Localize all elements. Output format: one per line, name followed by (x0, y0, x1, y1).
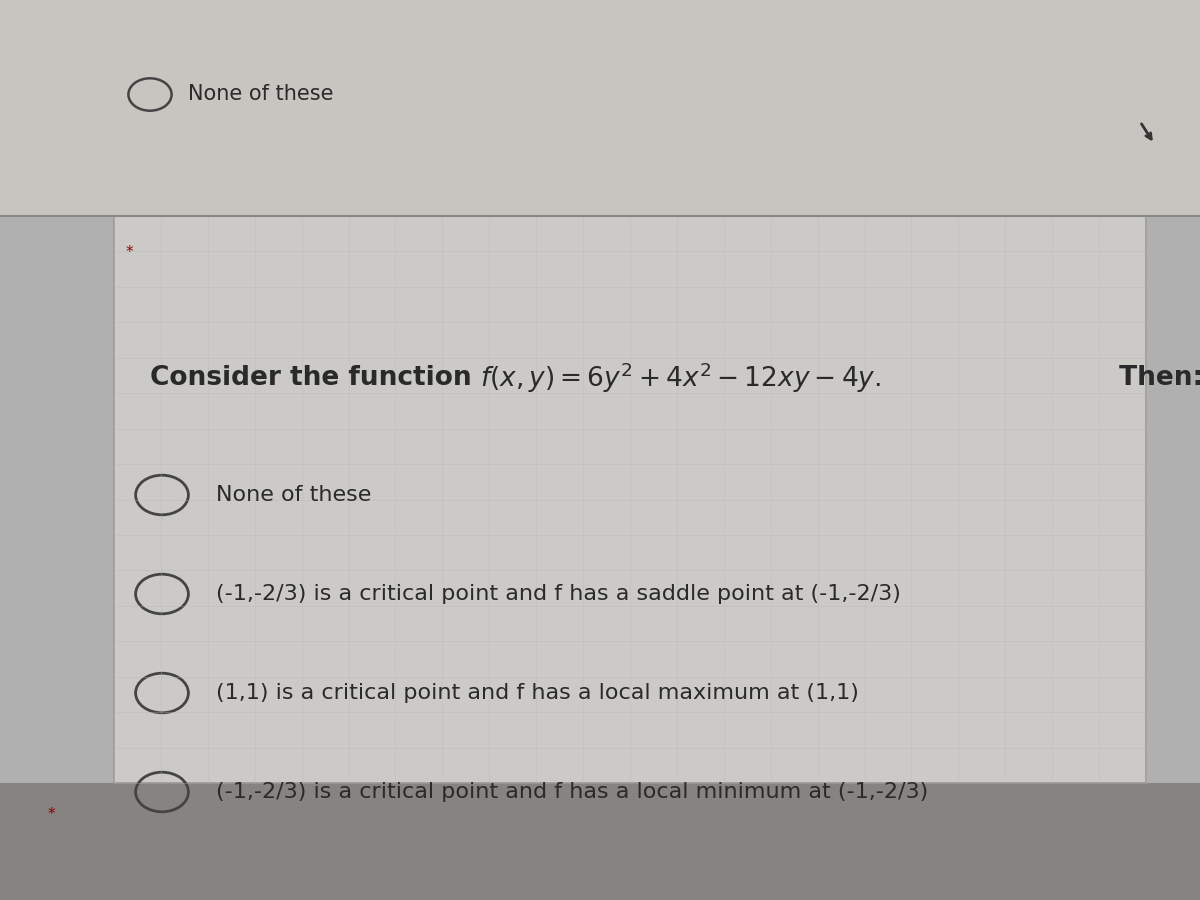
Text: None of these: None of these (216, 485, 371, 505)
Text: $f(x, y) = 6y^2 + 4x^2 - 12xy - 4y.$: $f(x, y) = 6y^2 + 4x^2 - 12xy - 4y.$ (480, 361, 881, 395)
Text: None of these: None of these (188, 85, 334, 104)
Text: Consider the function: Consider the function (150, 365, 481, 391)
Text: *: * (126, 245, 133, 259)
Text: (1,1) is a critical point and f has a local maximum at (1,1): (1,1) is a critical point and f has a lo… (216, 683, 859, 703)
Bar (0, 783, 1200, 900)
Text: (-1,-2/3) is a critical point and f has a local minimum at (-1,-2/3): (-1,-2/3) is a critical point and f has … (216, 782, 929, 802)
Text: (-1,-2/3) is a critical point and f has a saddle point at (-1,-2/3): (-1,-2/3) is a critical point and f has … (216, 584, 901, 604)
Bar (0, 0, 1200, 216)
Text: *: * (48, 807, 55, 822)
Text: Then:: Then: (1110, 365, 1200, 391)
Bar (114, 216, 1146, 783)
